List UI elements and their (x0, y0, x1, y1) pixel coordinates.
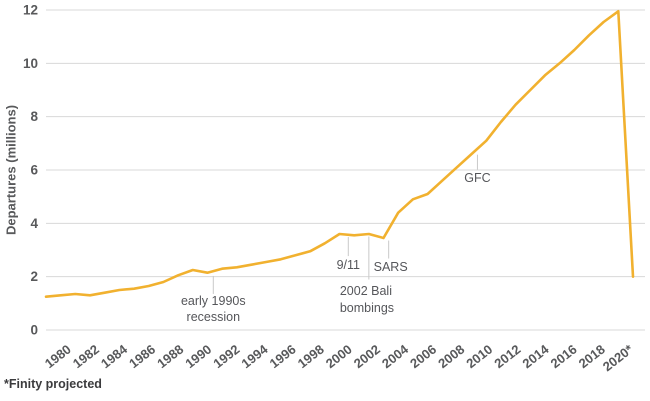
x-axis-tick-label: 2014 (520, 341, 553, 371)
x-axis-tick-label: 2000 (323, 342, 355, 372)
x-axis-tick-label: 2020* (600, 341, 637, 374)
x-axis-tick-label: 2006 (407, 342, 439, 372)
y-axis-tick-label: 6 (30, 163, 38, 178)
x-axis-tick-label: 1998 (295, 342, 327, 372)
x-axis-tick-label: 2016 (548, 342, 580, 372)
y-axis-tick-label: 4 (30, 216, 38, 231)
x-axis-tick-label: 2004 (379, 341, 412, 371)
footnote: *Finity projected (4, 377, 102, 391)
x-axis-tick-label: 1982 (70, 342, 102, 372)
x-axis-tick-label: 2002 (351, 342, 383, 372)
annotation-label-bali-bombings: bombings (340, 301, 394, 315)
annotation-label-early-1990s-recession: early 1990s (181, 294, 246, 308)
y-axis-tick-label: 8 (30, 109, 38, 124)
y-axis-tick-label: 12 (23, 3, 38, 18)
annotation-label-early-1990s-recession: recession (187, 310, 241, 324)
x-axis-tick-label: 1986 (126, 342, 158, 372)
y-axis-tick-label: 2 (30, 269, 38, 284)
x-axis-tick-label: 1994 (239, 341, 272, 371)
x-axis-tick-label: 1988 (154, 342, 186, 372)
x-axis-tick-label: 1992 (210, 342, 242, 372)
x-axis-tick-label: 1990 (182, 342, 214, 372)
departures-series-line (44, 10, 635, 298)
x-axis-tick-label: 2012 (491, 342, 523, 372)
x-axis-tick-label: 2010 (463, 342, 495, 372)
x-axis-tick-label: 1996 (267, 342, 299, 372)
x-axis-tick-label: 2008 (435, 342, 467, 372)
annotation-label-sars: SARS (374, 260, 408, 274)
x-axis-tick-label: 1984 (98, 341, 131, 371)
y-axis-tick-label: 0 (30, 323, 38, 338)
y-axis-tick-label: 10 (23, 56, 38, 71)
annotation-label-gfc: GFC (464, 171, 490, 185)
annotation-label-nine-eleven: 9/11 (337, 258, 360, 272)
annotation-label-bali-bombings: 2002 Bali (340, 284, 392, 298)
x-axis-tick-label: 1980 (42, 342, 74, 372)
